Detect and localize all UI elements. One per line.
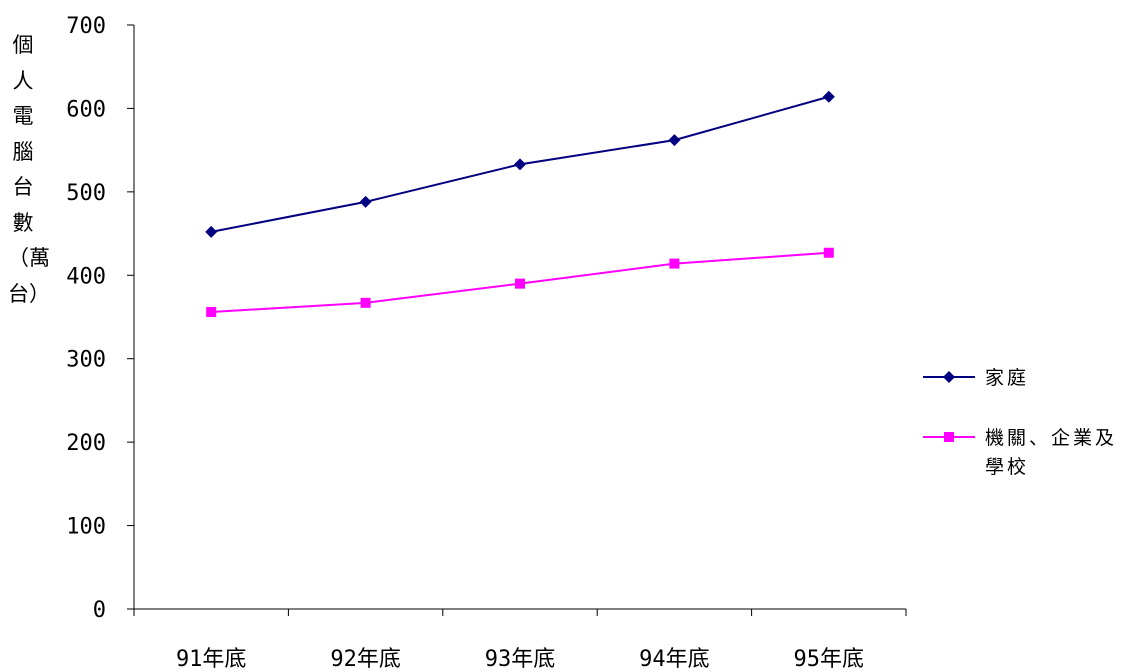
x-tick-label: 93年底	[485, 647, 556, 672]
legend-item-1: 家庭	[923, 367, 1029, 389]
y-tick-label: 300	[66, 348, 106, 373]
axes	[133, 25, 906, 610]
legend-label: 家庭	[985, 367, 1029, 389]
legend-marker	[944, 432, 954, 442]
legend-marker	[943, 371, 955, 383]
y-tick-label: 100	[66, 515, 106, 540]
data-point	[514, 158, 526, 171]
data-point	[515, 278, 525, 289]
legend-label: 學校	[985, 456, 1029, 478]
data-point	[360, 297, 371, 308]
x-tick-label: 91年底	[176, 647, 247, 672]
series-2	[206, 247, 834, 317]
data-point	[669, 258, 680, 269]
data-point	[206, 306, 217, 317]
x-tick-label: 94年底	[639, 647, 710, 672]
series-layer	[205, 90, 835, 317]
series-1	[205, 90, 835, 238]
y-tick-label: 700	[66, 14, 106, 39]
x-tick-label: 92年底	[330, 647, 401, 672]
x-tick-label: 95年底	[794, 647, 865, 672]
y-tick-label: 600	[66, 97, 106, 122]
y-tick-label: 400	[66, 264, 106, 289]
y-ticks: 0 100 200 300 400 500 600 700	[66, 14, 134, 623]
data-point	[822, 90, 835, 103]
legend-label: 機關、企業及	[985, 427, 1117, 449]
y-tick-label: 0	[93, 598, 106, 623]
data-point	[668, 134, 681, 147]
data-point	[823, 247, 834, 258]
data-point	[205, 225, 218, 238]
x-ticks: 91年底 92年底 93年底 94年底 95年底	[133, 609, 907, 672]
y-tick-label: 500	[66, 181, 106, 206]
y-tick-label: 200	[66, 431, 106, 456]
data-point	[359, 195, 372, 208]
